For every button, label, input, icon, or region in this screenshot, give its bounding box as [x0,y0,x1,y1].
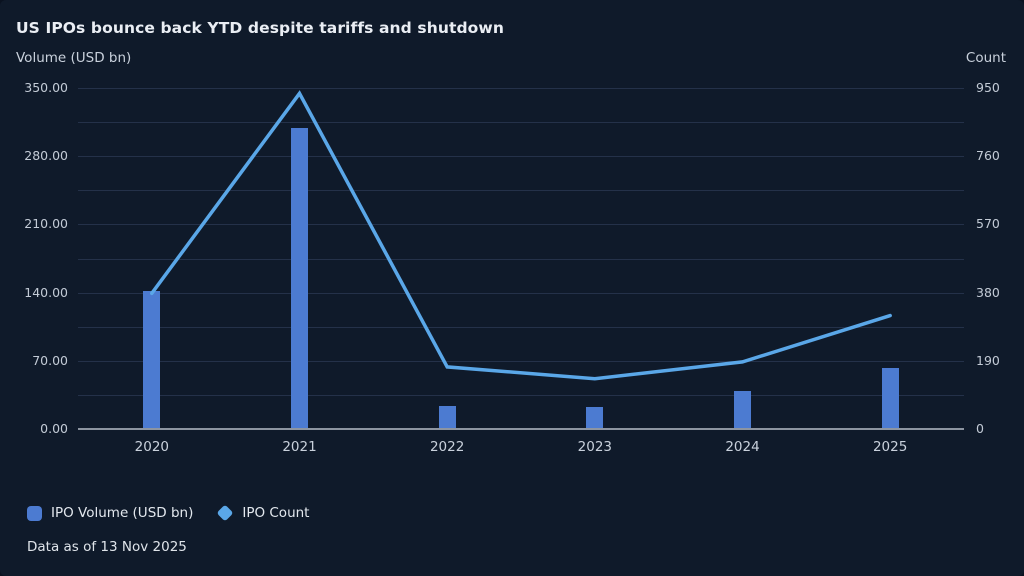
right-axis-tick-label: 570 [976,216,1000,232]
gridline [78,156,964,158]
chart-legend: IPO Volume (USD bn) IPO Count [27,504,310,522]
gridline [78,394,964,396]
ipo-count-line [150,90,892,381]
right-axis-tick-label: 190 [976,352,1000,368]
x-axis-label-2024: 2024 [725,439,760,455]
x-axis-label-2021: 2021 [282,439,317,455]
bar-2023 [586,406,604,428]
plot-area [78,88,964,430]
right-axis-tick-label: 760 [976,148,1000,164]
gridline [78,258,964,260]
gridline [78,190,964,192]
legend-label: IPO Volume (USD bn) [51,505,194,521]
right-axis-tick-label: 380 [976,284,1000,300]
x-axis-label-2025: 2025 [872,439,908,455]
chart-title: US IPOs bounce back YTD despite tariffs … [16,19,504,37]
gridline [78,88,964,89]
right-axis-title: Count [965,50,1006,66]
line-series-swatch-icon [216,504,234,522]
legend-item-ipo-count[interactable]: IPO Count [216,504,310,522]
bar-2020 [143,290,161,428]
left-axis-tick-label: 70.00 [32,352,68,368]
legend-item-ipo-volume[interactable]: IPO Volume (USD bn) [27,505,193,521]
legend-label: IPO Count [242,505,310,521]
left-axis-tick-label: 280.00 [24,148,68,164]
right-axis-tick-label: 0 [976,421,984,436]
bar-2025 [881,367,899,428]
bar-series-swatch-icon [27,505,42,521]
gridline [78,292,964,294]
right-axis-tick-label: 950 [976,80,1000,95]
gridline [78,326,964,328]
left-axis-tick-label: 210.00 [24,216,68,232]
left-axis-title: Volume (USD bn) [16,50,132,66]
left-axis-tick-label: 0.00 [40,421,68,436]
gridline [78,360,964,362]
x-axis-label-2020: 2020 [134,439,169,455]
bar-2022 [438,405,456,428]
x-axis-label-2023: 2023 [577,439,612,455]
gridline [78,224,964,226]
left-axis-tick-label: 350.00 [24,80,68,95]
bar-2021 [291,127,308,428]
bar-2024 [734,391,751,428]
x-axis-label-2022: 2022 [429,439,465,455]
left-axis-tick-label: 140.00 [24,284,68,300]
gridline [78,122,964,124]
data-as-of-note: Data as of 13 Nov 2025 [27,539,187,555]
x-axis-baseline [78,428,964,430]
